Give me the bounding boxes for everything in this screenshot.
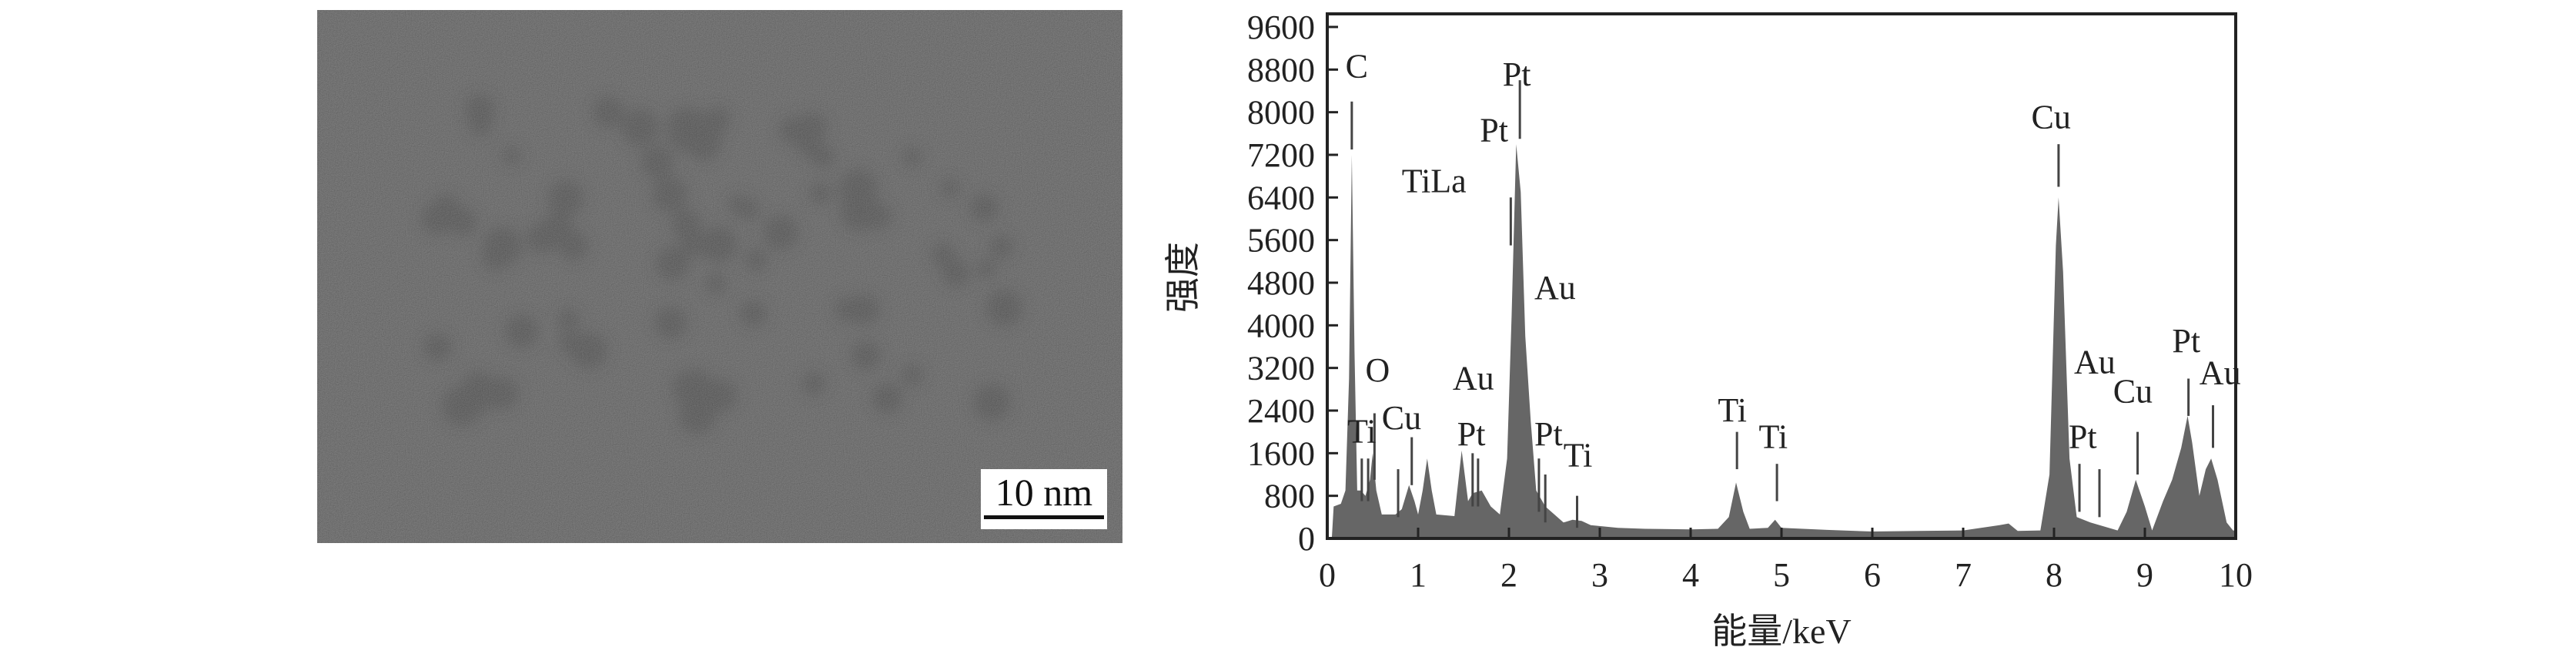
y-tick-label: 6400 xyxy=(1247,179,1315,216)
y-tick-label: 0 xyxy=(1298,520,1315,558)
peak-label-o: O xyxy=(1366,351,1390,389)
x-tick-label: 8 xyxy=(2046,556,2062,594)
peak-label-au: Au xyxy=(1453,359,1494,397)
peak-label-cu: Cu xyxy=(2032,98,2071,136)
x-tick-label: 7 xyxy=(1955,556,1972,594)
x-tick-label: 2 xyxy=(1500,556,1517,594)
y-tick-label: 4800 xyxy=(1247,264,1315,302)
x-tick-label: 4 xyxy=(1682,556,1699,594)
x-tick-label: 9 xyxy=(2136,556,2153,594)
y-axis-title: 强度 xyxy=(1163,242,1203,313)
x-axis-title: 能量/keV xyxy=(1711,612,1851,651)
plot-frame xyxy=(1326,12,2237,540)
scale-bar-label: 10 nm xyxy=(995,471,1093,514)
x-tick-label: 3 xyxy=(1591,556,1608,594)
y-tick-label: 5600 xyxy=(1247,222,1315,260)
peak-label-pt: Pt xyxy=(1503,55,1531,93)
peak-label-pt: Pt xyxy=(1457,415,1486,453)
y-tick-label: 4000 xyxy=(1247,307,1315,344)
y-tick-label: 800 xyxy=(1264,478,1315,515)
spectrum-area xyxy=(1331,144,2236,538)
y-tick-label: 2400 xyxy=(1247,392,1315,430)
peak-label-ti: Ti xyxy=(1347,413,1377,451)
peak-label-pt: Pt xyxy=(2172,322,2200,360)
peak-label-cu: Cu xyxy=(2113,373,2153,411)
tem-micrograph xyxy=(317,10,1122,543)
peak-label-au: Au xyxy=(1534,269,1576,307)
peak-label-pt: Pt xyxy=(1480,112,1508,149)
peak-label-au: Au xyxy=(2074,344,2116,381)
peak-label-pt: Pt xyxy=(1534,415,1563,453)
y-tick-label: 7200 xyxy=(1247,136,1315,174)
peak-label-pt: Pt xyxy=(2069,418,2097,455)
y-tick-label: 3200 xyxy=(1247,350,1315,387)
peak-label-ti: Ti xyxy=(1718,391,1747,429)
x-tick-label: 6 xyxy=(1864,556,1881,594)
scale-bar: 10 nm xyxy=(981,469,1107,529)
x-tick-label: 0 xyxy=(1319,556,1336,594)
y-tick-label: 8000 xyxy=(1247,94,1315,132)
y-tick-label: 1600 xyxy=(1247,434,1315,472)
x-tick-label: 1 xyxy=(1410,556,1427,594)
x-tick-label: 10 xyxy=(2219,556,2253,594)
peak-label-au: Au xyxy=(2200,354,2241,391)
peak-label-tila: TiLa xyxy=(1402,162,1467,200)
peak-label-ti: Ti xyxy=(1759,418,1788,455)
peak-label-ti: Ti xyxy=(1564,437,1593,475)
peak-label-c: C xyxy=(1346,48,1368,86)
scale-bar-line xyxy=(984,515,1104,519)
y-tick-label: 9600 xyxy=(1247,8,1315,46)
y-tick-label: 8800 xyxy=(1247,51,1315,89)
x-tick-label: 5 xyxy=(1773,556,1790,594)
peak-label-cu: Cu xyxy=(1382,399,1421,437)
